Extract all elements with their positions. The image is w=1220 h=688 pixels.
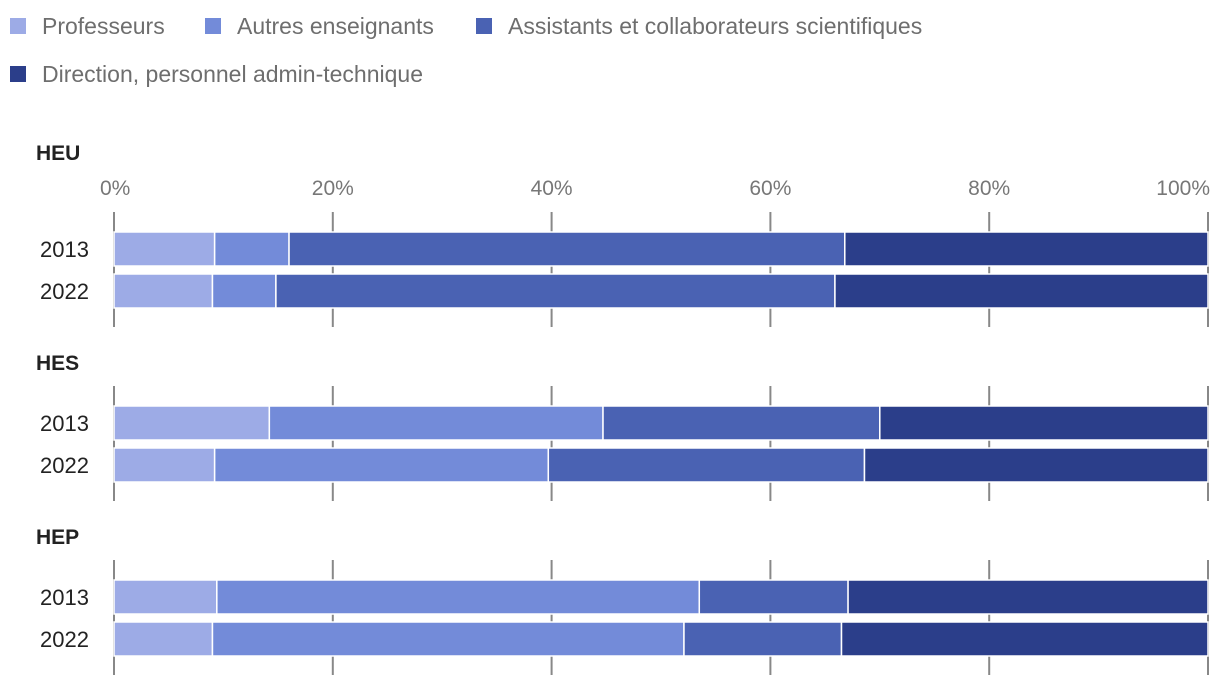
x-tick-label-100: 100%: [1156, 177, 1210, 200]
legend-label-autres-enseignants: Autres enseignants: [237, 13, 434, 39]
bar-segment-heu-2022-autres-enseignants: [211, 273, 277, 309]
bar-segment-heu-2013-professeurs: [113, 231, 216, 267]
bar-segment-heu-2013-direction-personnel-admin-technique: [844, 231, 1209, 267]
bar-segment-hep-2022-professeurs: [113, 621, 214, 657]
bar-segment-hep-2013-autres-enseignants: [216, 579, 701, 615]
x-tick-label-0: 0%: [100, 177, 130, 200]
group-title-hes: HES: [36, 352, 79, 375]
legend-swatch-direction: [10, 66, 26, 82]
year-label-hep-2013: 2013: [40, 585, 89, 610]
bar-segment-hes-2013-direction-personnel-admin-technique: [879, 405, 1209, 441]
x-tick-label-80: 80%: [968, 177, 1010, 200]
year-label-heu-2022: 2022: [40, 279, 89, 304]
year-label-hep-2022: 2022: [40, 627, 89, 652]
year-label-hes-2022: 2022: [40, 453, 89, 478]
bar-segment-hep-2013-professeurs: [113, 579, 218, 615]
bar-segment-hes-2022-direction-personnel-admin-technique: [863, 447, 1209, 483]
bar-segment-hes-2013-assistants-et-collaborateurs-scientifiques: [602, 405, 881, 441]
group-title-heu: HEU: [36, 142, 80, 165]
gridlines-hep: [113, 560, 1209, 675]
bars: [113, 231, 1209, 657]
year-label-hes-2013: 2013: [40, 411, 89, 436]
x-tick-label-60: 60%: [749, 177, 791, 200]
bar-segment-hep-2022-autres-enseignants: [211, 621, 685, 657]
bar-segment-hes-2022-professeurs: [113, 447, 216, 483]
gridlines-hes: [113, 386, 1209, 501]
legend-label-professeurs: Professeurs: [42, 13, 165, 39]
year-label-heu-2013: 2013: [40, 237, 89, 262]
x-tick-label-40: 40%: [531, 177, 573, 200]
bar-segment-heu-2022-assistants-et-collaborateurs-scientifiques: [275, 273, 836, 309]
bar-segment-hes-2013-autres-enseignants: [268, 405, 604, 441]
bar-segment-heu-2022-professeurs: [113, 273, 214, 309]
bar-segment-hes-2022-assistants-et-collaborateurs-scientifiques: [547, 447, 866, 483]
bar-segment-hes-2022-autres-enseignants: [213, 447, 550, 483]
year-labels: 2013 2022 2013 2022 2013 2022: [40, 237, 89, 652]
gridlines-heu: [113, 212, 1209, 327]
bar-segment-hep-2022-assistants-et-collaborateurs-scientifiques: [683, 621, 843, 657]
x-tick-label-20: 20%: [312, 177, 354, 200]
bar-segment-hep-2013-direction-personnel-admin-technique: [847, 579, 1209, 615]
legend-swatch-autres-enseignants: [205, 18, 221, 34]
bar-segment-heu-2022-direction-personnel-admin-technique: [834, 273, 1209, 309]
bar-segment-hes-2013-professeurs: [113, 405, 271, 441]
x-axis-tick-labels: 0% 20% 40% 60% 80% 100%: [100, 177, 1210, 200]
legend: Professeurs Autres enseignants Assistant…: [10, 13, 922, 87]
legend-swatch-professeurs: [10, 18, 26, 34]
legend-swatch-assistants: [476, 18, 492, 34]
bar-segment-hep-2022-direction-personnel-admin-technique: [840, 621, 1209, 657]
bar-segment-heu-2013-autres-enseignants: [213, 231, 290, 267]
bar-segment-heu-2013-assistants-et-collaborateurs-scientifiques: [288, 231, 846, 267]
bar-segment-hep-2013-assistants-et-collaborateurs-scientifiques: [698, 579, 849, 615]
group-title-hep: HEP: [36, 526, 79, 549]
legend-label-direction: Direction, personnel admin-technique: [42, 61, 423, 87]
legend-label-assistants: Assistants et collaborateurs scientifiqu…: [508, 13, 922, 39]
